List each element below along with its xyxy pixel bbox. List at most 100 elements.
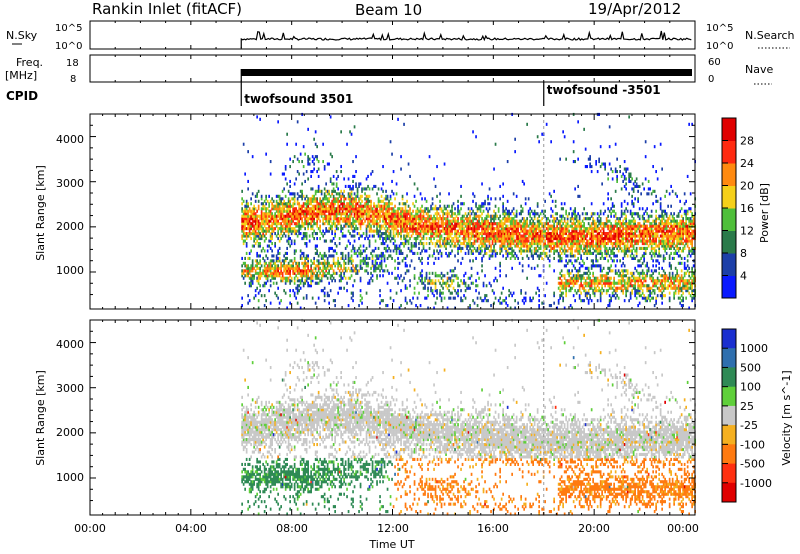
power-cell [307, 212, 309, 216]
power-cell [355, 209, 357, 213]
power-cell [413, 182, 416, 186]
power-cell [253, 234, 255, 238]
power-cell [299, 249, 302, 253]
power-cell [248, 219, 251, 223]
power-cell [440, 291, 443, 295]
power-cell [344, 219, 347, 223]
power-cell [521, 229, 524, 233]
power-cell [280, 279, 282, 283]
power-cell [590, 170, 593, 174]
power-cell [332, 199, 335, 203]
power-cell [472, 219, 474, 223]
power-cell [550, 224, 552, 228]
power-cell [446, 276, 449, 280]
power-cell [392, 212, 395, 216]
power-cell [439, 234, 441, 238]
power-cell [529, 207, 531, 211]
power-cell [478, 207, 480, 211]
power-cell [472, 209, 474, 213]
power-cell [455, 222, 458, 226]
power-cell [313, 199, 315, 203]
power-cell [406, 301, 408, 305]
power-cell [340, 130, 342, 134]
power-cell [415, 227, 417, 231]
power-cell [310, 266, 312, 270]
power-cell [280, 271, 282, 275]
power-cell [514, 232, 516, 236]
power-cell [322, 269, 324, 273]
power-cell [320, 212, 323, 216]
power-cell [338, 194, 341, 198]
power-cell [256, 266, 258, 270]
power-cell [271, 237, 273, 241]
power-cell [242, 229, 245, 233]
power-cell [302, 274, 305, 278]
power-cell [467, 239, 470, 243]
power-cell [304, 222, 306, 226]
power-cell [418, 217, 420, 221]
power-cell [607, 237, 609, 241]
power-cell [392, 229, 395, 233]
power-cell [605, 251, 608, 255]
power-cell [364, 202, 366, 206]
power-cell [479, 204, 482, 208]
power-cell [290, 227, 293, 231]
power-cell [326, 189, 329, 193]
power-cell [599, 249, 602, 253]
power-cell [473, 229, 476, 233]
power-cell [347, 222, 350, 226]
power-cell [392, 224, 395, 228]
power-cell [409, 229, 411, 233]
power-cell [325, 254, 327, 258]
power-cell [547, 237, 549, 241]
power-cell [493, 229, 495, 233]
power-cell [541, 209, 543, 213]
power-cell [374, 239, 377, 243]
power-cell [521, 242, 524, 246]
power-cell [572, 274, 575, 278]
power-cell [341, 209, 344, 213]
power-cell [524, 232, 527, 236]
power-cell [256, 264, 258, 268]
power-cell [526, 122, 528, 126]
power-cell [334, 242, 336, 246]
power-cell [436, 232, 438, 236]
power-cell [406, 212, 408, 216]
power-cell [431, 242, 434, 246]
power-cell [397, 219, 399, 223]
power-cell [263, 239, 266, 243]
power-cell [356, 219, 359, 223]
power-cell [281, 264, 284, 268]
power-cell [500, 249, 503, 253]
power-cell [370, 204, 372, 208]
power-cell [284, 224, 287, 228]
power-cell [242, 224, 245, 228]
power-cell [289, 274, 291, 278]
power-cell [280, 217, 282, 221]
power-cell [571, 237, 573, 241]
power-cell [545, 122, 548, 126]
power-cell [605, 249, 608, 253]
power-cell [377, 204, 380, 208]
power-cell [530, 239, 533, 243]
power-cell [413, 227, 416, 231]
power-cell [350, 207, 353, 211]
power-cell [320, 274, 323, 278]
power-cell [610, 167, 612, 171]
power-cell [275, 264, 278, 268]
power-cell [278, 207, 281, 211]
power-cell [350, 266, 353, 270]
power-cell [373, 224, 375, 228]
power-cell [599, 237, 602, 241]
power-cell [314, 130, 317, 134]
power-cell [602, 279, 605, 283]
power-cell [431, 281, 434, 285]
power-cell [404, 296, 407, 300]
power-cell [329, 209, 332, 213]
power-cell [256, 227, 258, 231]
power-cell [593, 224, 596, 228]
power-cell [493, 234, 495, 238]
power-cell [289, 266, 291, 270]
power-cell [377, 264, 380, 268]
power-cell [491, 227, 494, 231]
